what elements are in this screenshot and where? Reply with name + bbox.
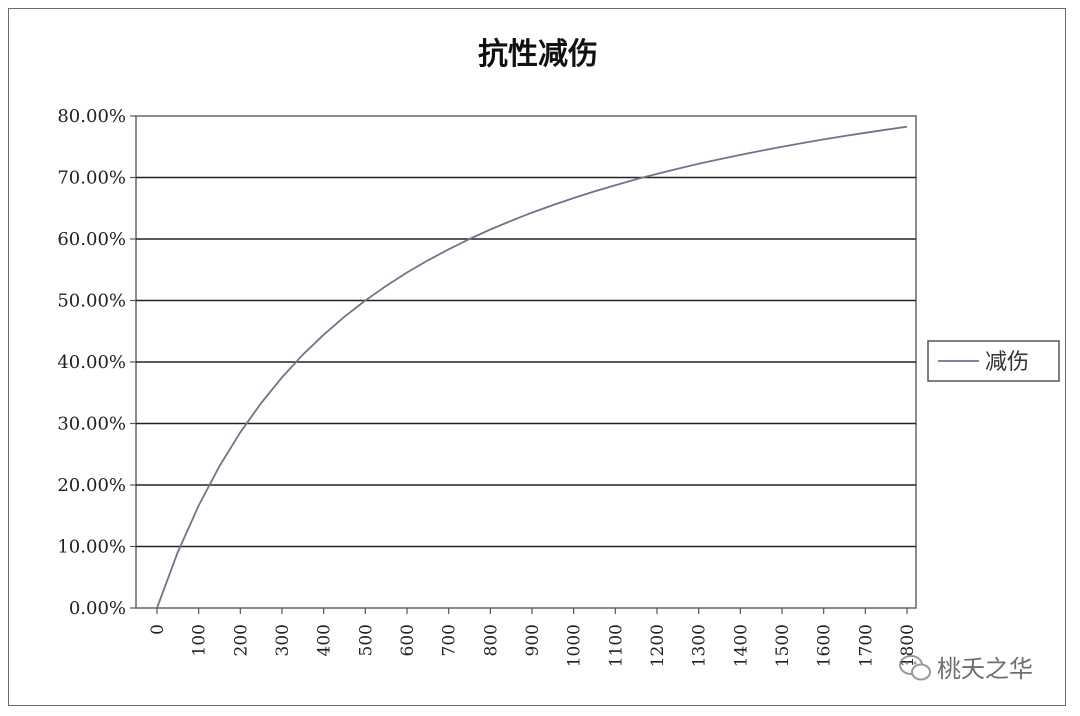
x-tick-label-5: 500 — [356, 624, 376, 656]
x-tick-label-12: 1200 — [648, 624, 668, 667]
x-tick-label-16: 1600 — [815, 624, 835, 667]
x-tick-label-1: 100 — [190, 624, 210, 656]
y-tick-label-2: 20.00% — [57, 475, 126, 496]
wechat-icon — [899, 655, 931, 681]
gridlines — [136, 176, 916, 548]
legend: 减伤 — [927, 340, 1060, 382]
x-axis: 0 100 200 300 400 500 600 700 800 900 1000 1100 1200… — [148, 608, 918, 667]
y-tick-label-0: 0.00% — [69, 598, 126, 619]
y-tick-label-8: 80.00% — [57, 106, 126, 127]
x-tick-label-9: 900 — [523, 624, 543, 656]
x-tick-label-3: 300 — [273, 624, 293, 656]
y-tick-label-6: 60.00% — [57, 229, 126, 250]
x-tick-label-15: 1500 — [773, 624, 793, 667]
x-tick-label-10: 1000 — [565, 624, 585, 667]
x-tick-label-6: 600 — [398, 624, 418, 656]
y-tick-label-5: 50.00% — [57, 291, 126, 312]
y-tick-label-4: 40.00% — [57, 352, 126, 373]
x-tick-label-7: 700 — [440, 624, 460, 656]
y-tick-label-3: 30.00% — [57, 414, 126, 435]
legend-box — [927, 340, 1060, 382]
line-chart: 抗性减伤 0.00% 10.00% 20.00% 30.00% 40.00% 50.00%… — [57, 37, 1060, 683]
x-tick-label-13: 1300 — [690, 624, 710, 667]
x-tick-label-2: 200 — [231, 624, 251, 656]
series-line-1 — [156, 125, 908, 609]
x-tick-label-0: 0 — [148, 624, 168, 635]
y-axis: 0.00% 10.00% 20.00% 30.00% 40.00% 50.00% 60.00… — [57, 106, 136, 619]
chart-title: 抗性减伤 — [478, 37, 598, 72]
chart-frame: 抗性减伤 0.00% 10.00% 20.00% 30.00% 40.00% 50.00%… — [8, 8, 1066, 706]
x-tick-label-11: 1100 — [606, 624, 626, 667]
watermark: 桃夭之华 — [899, 655, 1033, 683]
series-layer — [156, 125, 908, 609]
x-tick-label-17: 1700 — [856, 624, 876, 667]
x-tick-label-14: 1400 — [731, 624, 751, 667]
x-tick-label-4: 400 — [315, 624, 335, 656]
legend-label-series-1: 减伤 — [985, 350, 1029, 375]
y-tick-label-1: 10.00% — [57, 537, 126, 558]
watermark-text: 桃夭之华 — [937, 655, 1033, 683]
y-tick-label-7: 70.00% — [57, 168, 126, 189]
x-tick-label-8: 800 — [481, 624, 501, 656]
